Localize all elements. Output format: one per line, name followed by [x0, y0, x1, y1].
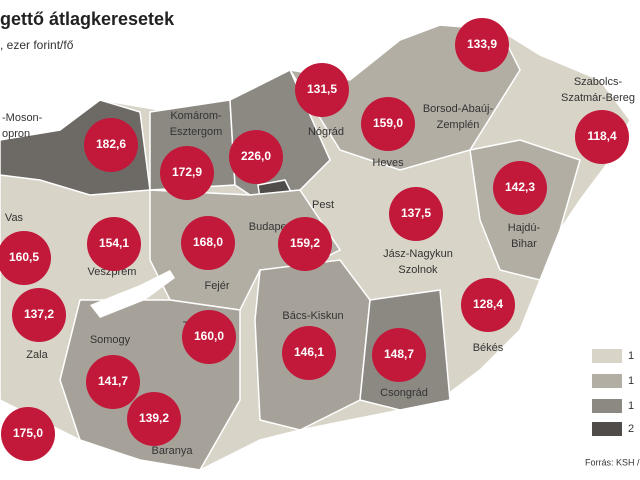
value-circle	[461, 278, 515, 332]
value-circle	[575, 110, 629, 164]
subtitle: , ezer forint/fő	[0, 38, 74, 52]
county-label: Szatmár-Bereg	[561, 92, 635, 104]
legend-label: 1	[628, 400, 634, 412]
value-label: 160,0	[194, 329, 224, 343]
legend: 1 1 1 2	[592, 349, 634, 436]
value-label: 160,5	[9, 250, 39, 264]
county-label: Bács-Kiskun	[282, 310, 343, 322]
county-label: Zemplén	[437, 119, 480, 131]
value-circle	[84, 118, 138, 172]
legend-swatch	[592, 349, 622, 363]
lake	[90, 270, 175, 318]
legend-label: 1	[628, 350, 634, 362]
value-circle	[160, 146, 214, 200]
legend-swatch	[592, 422, 622, 436]
county-label: Békés	[473, 342, 504, 354]
value-label: 137,5	[401, 206, 431, 220]
title: gettő átlagkeresetek	[0, 9, 175, 29]
value-circle	[295, 63, 349, 117]
county-label: Hajdú-	[508, 222, 541, 234]
value-circle	[278, 217, 332, 271]
value-circle	[86, 355, 140, 409]
value-label: 133,9	[467, 37, 497, 51]
county-label: Fejér	[204, 280, 229, 292]
value-circle	[229, 130, 283, 184]
county-label: Zala	[26, 349, 48, 361]
county-label: -Moson-	[2, 112, 43, 124]
value-circle	[389, 187, 443, 241]
value-label: 154,1	[99, 236, 129, 250]
county-label: Heves	[372, 157, 404, 169]
value-label: 226,0	[241, 149, 271, 163]
county-label: Pest	[312, 199, 334, 211]
legend-label: 1	[628, 375, 634, 387]
value-circle	[181, 216, 235, 270]
legend-swatch	[592, 374, 622, 388]
value-label: 131,5	[307, 82, 337, 96]
value-label: 148,7	[384, 347, 414, 361]
county-label: opron	[2, 128, 30, 140]
value-circle	[361, 97, 415, 151]
value-label: 139,2	[139, 411, 169, 425]
value-label: 159,2	[290, 236, 320, 250]
value-circle	[12, 288, 66, 342]
value-circle	[1, 407, 55, 461]
value-label: 172,9	[172, 165, 202, 179]
county-label: Somogy	[90, 334, 131, 346]
legend-swatch	[592, 399, 622, 413]
value-label: 182,6	[96, 137, 126, 151]
value-circle	[127, 392, 181, 446]
county-label: Bihar	[511, 238, 537, 250]
value-label: 146,1	[294, 345, 324, 359]
value-label: 142,3	[505, 180, 535, 194]
value-label: 118,4	[587, 129, 617, 143]
value-label: 128,4	[473, 297, 503, 311]
county-label: Baranya	[152, 445, 194, 457]
value-label: 168,0	[193, 235, 223, 249]
value-label: 159,0	[373, 116, 403, 130]
value-label: 175,0	[13, 426, 43, 440]
county-label: Esztergom	[170, 126, 223, 138]
county-label: Szolnok	[398, 264, 438, 276]
county-label: Csongrád	[380, 387, 428, 399]
county-label: Borsod-Abaúj-	[423, 103, 494, 115]
value-circle	[455, 18, 509, 72]
value-label: 137,2	[24, 307, 54, 321]
value-circle	[0, 231, 51, 285]
legend-label: 2	[628, 423, 634, 435]
county-label: Jász-Nagykun	[383, 248, 453, 260]
value-circle	[372, 328, 426, 382]
county-label: Vas	[5, 212, 24, 224]
value-label: 141,7	[98, 374, 128, 388]
county-label: Nógrád	[308, 126, 344, 138]
county-label: Komárom-	[170, 110, 222, 122]
value-circle	[493, 161, 547, 215]
source: Forrás: KSH / I	[585, 457, 640, 467]
value-circle	[87, 217, 141, 271]
value-circle	[182, 310, 236, 364]
value-circle	[282, 326, 336, 380]
county-label: Szabolcs-	[574, 76, 623, 88]
